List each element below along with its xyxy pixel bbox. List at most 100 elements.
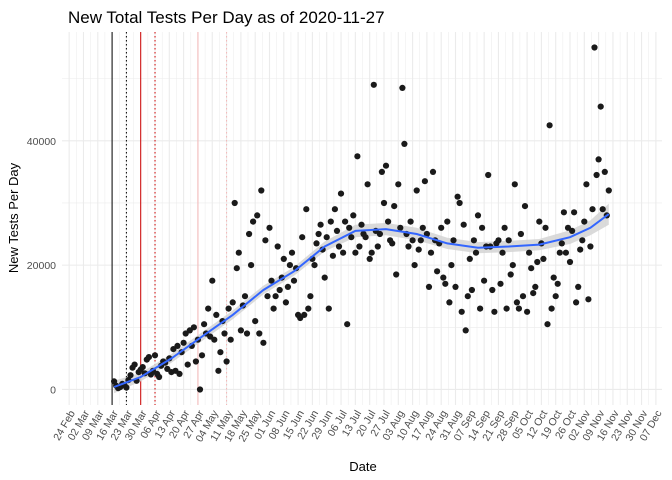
- data-point: [434, 268, 441, 275]
- data-point: [290, 277, 298, 284]
- data-point: [380, 199, 388, 207]
- data-point: [605, 187, 612, 194]
- data-point: [505, 237, 512, 244]
- data-point: [417, 237, 424, 244]
- data-point: [550, 274, 557, 281]
- data-point: [333, 227, 341, 234]
- data-point: [497, 280, 504, 287]
- data-point: [205, 305, 212, 312]
- data-point: [321, 274, 328, 281]
- confidence-band: [114, 203, 609, 394]
- data-point: [464, 293, 471, 300]
- data-point: [419, 224, 426, 231]
- data-point: [466, 255, 473, 262]
- y-axis-ticks: 0 20000 40000: [27, 136, 56, 397]
- data-point: [221, 330, 228, 337]
- data-point: [223, 358, 230, 365]
- data-point: [213, 311, 220, 318]
- data-point: [503, 305, 510, 312]
- data-point: [597, 103, 604, 110]
- data-point: [389, 240, 396, 247]
- data-point: [474, 212, 482, 219]
- data-point: [233, 265, 240, 272]
- data-point: [250, 218, 257, 225]
- data-point: [241, 293, 249, 300]
- y-tick-label: 40000: [27, 136, 56, 148]
- data-point: [552, 293, 559, 300]
- data-point: [217, 349, 224, 356]
- data-point: [468, 286, 475, 294]
- data-point: [524, 308, 531, 315]
- data-point: [425, 283, 433, 290]
- data-point: [511, 181, 518, 188]
- data-point: [591, 44, 598, 51]
- data-point: [397, 224, 404, 231]
- data-point: [131, 361, 138, 368]
- data-point: [452, 283, 459, 290]
- data-point: [378, 168, 385, 175]
- data-point: [481, 277, 488, 284]
- data-point: [270, 305, 277, 312]
- data-point: [288, 249, 296, 256]
- data-point: [350, 212, 357, 219]
- data-point: [342, 218, 349, 225]
- data-point: [376, 230, 383, 238]
- data-point: [329, 252, 336, 259]
- data-point: [176, 370, 183, 377]
- data-point: [579, 237, 586, 244]
- data-point: [252, 318, 259, 325]
- data-point: [528, 265, 535, 272]
- x-axis-title: Date: [349, 459, 376, 474]
- y-axis-title: New Tests Per Day: [6, 162, 21, 273]
- data-point: [274, 243, 281, 250]
- data-point: [201, 321, 208, 328]
- data-point: [354, 153, 361, 160]
- data-point: [209, 277, 216, 284]
- data-point: [284, 283, 291, 290]
- data-point: [237, 327, 244, 334]
- data-point: [593, 171, 600, 179]
- data-point: [444, 218, 451, 225]
- data-point: [364, 181, 371, 188]
- data-point: [262, 237, 269, 244]
- data-point: [243, 330, 251, 337]
- data-point: [256, 330, 263, 337]
- data-point: [374, 243, 381, 250]
- grid: [62, 32, 662, 405]
- data-point: [442, 280, 449, 287]
- data-point: [544, 321, 551, 328]
- data-point: [266, 224, 273, 231]
- data-point: [534, 258, 541, 266]
- data-point: [366, 255, 373, 262]
- data-point: [472, 249, 480, 256]
- data-point: [542, 224, 549, 231]
- data-point: [413, 187, 420, 194]
- data-point: [305, 305, 312, 312]
- data-point: [566, 258, 574, 266]
- data-point: [489, 286, 496, 294]
- data-point: [370, 81, 377, 88]
- data-point: [301, 311, 308, 318]
- data-point: [340, 249, 347, 256]
- data-point: [260, 339, 267, 346]
- data-point: [499, 249, 506, 256]
- data-point: [571, 209, 578, 216]
- data-point: [327, 218, 334, 225]
- data-point: [346, 224, 353, 231]
- data-point: [356, 243, 363, 250]
- data-point: [272, 293, 279, 300]
- data-point: [470, 237, 477, 244]
- data-point: [198, 352, 206, 359]
- data-point: [526, 249, 533, 256]
- data-point: [385, 218, 392, 225]
- data-point: [401, 140, 408, 147]
- data-point: [485, 171, 492, 179]
- data-point: [246, 230, 253, 238]
- data-point: [317, 221, 324, 228]
- data-point: [513, 299, 521, 306]
- data-point: [446, 299, 453, 306]
- y-tick-label: 0: [50, 384, 56, 396]
- data-point: [583, 181, 590, 188]
